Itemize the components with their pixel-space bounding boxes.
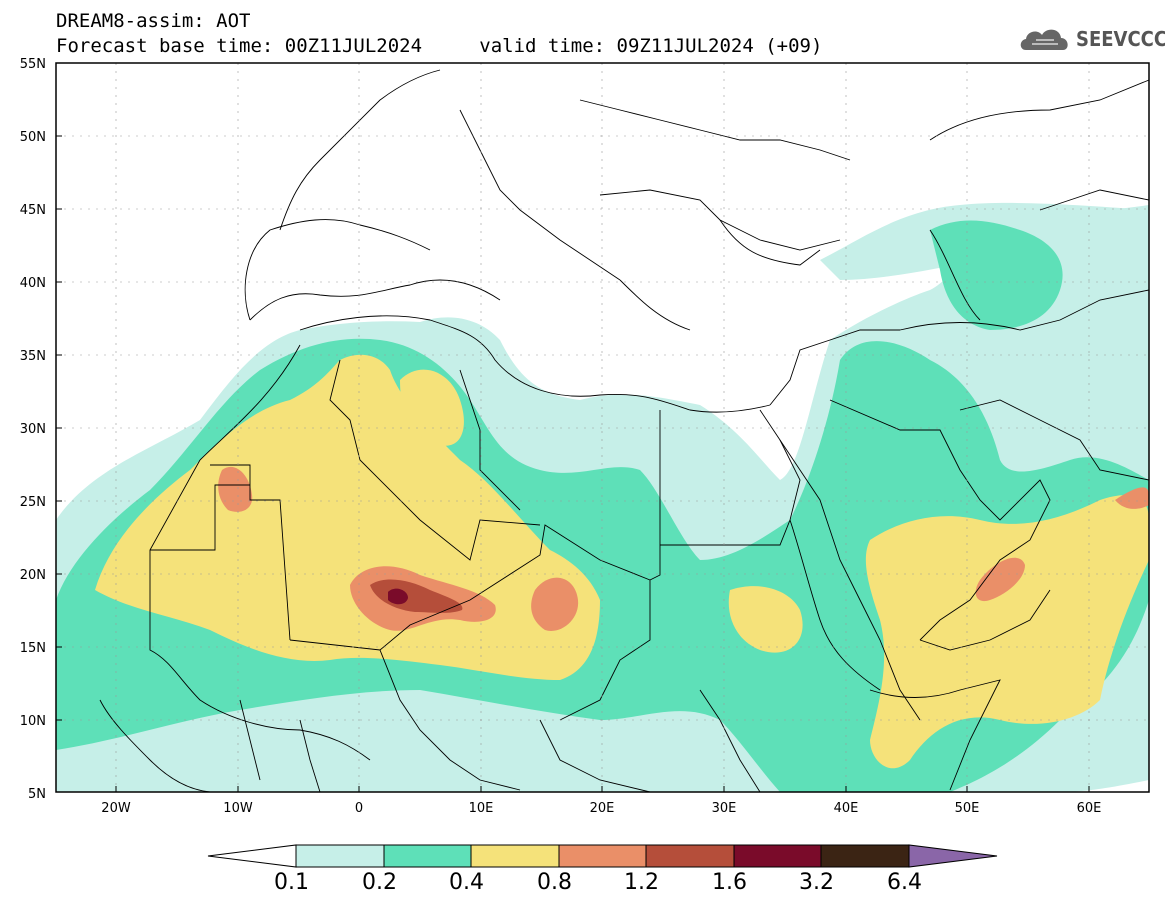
- lon-label: 0: [355, 801, 363, 816]
- colorbar-swatch: [820, 844, 910, 868]
- colorbar-label: 0.8: [537, 870, 572, 895]
- lon-labels: 20W 10W 0 10E 20E 30E 40E 50E 60E: [101, 801, 1101, 816]
- colorbar-swatch: [558, 844, 647, 868]
- lon-label: 40E: [834, 801, 859, 816]
- colorbar-swatch: [470, 844, 560, 868]
- lat-labels: 55N 50N 45N 40N 35N 30N 25N 20N 15N 10N …: [20, 57, 46, 802]
- colorbar: [207, 844, 998, 868]
- lon-label: 60E: [1077, 801, 1102, 816]
- lat-label: 25N: [20, 495, 46, 510]
- aot-level-3-sudan: [728, 586, 803, 653]
- aot-level-5: [370, 579, 463, 613]
- axis-ticks: [56, 62, 1090, 792]
- lon-label: 10W: [223, 801, 253, 816]
- borders: [99, 69, 1149, 792]
- colorbar-label: 1.2: [624, 870, 659, 895]
- lat-label: 40N: [20, 276, 46, 291]
- colorbar-label: 0.4: [449, 870, 484, 895]
- graticule: [56, 63, 1149, 792]
- aot-field: [56, 63, 1149, 792]
- time-info: Forecast base time: 00Z11JUL2024 valid t…: [56, 35, 822, 57]
- aot-level-2-caspian: [930, 220, 1063, 330]
- colorbar-label: 1.6: [712, 870, 747, 895]
- aot-level-4-chad: [531, 577, 579, 631]
- colorbar-label: 6.4: [887, 870, 922, 895]
- lon-label: 50E: [955, 801, 980, 816]
- colorbar-label: 0.2: [362, 870, 397, 895]
- lat-label: 45N: [20, 203, 46, 218]
- colorbar-high-arrow: [908, 844, 998, 868]
- colorbar-swatch: [383, 844, 472, 868]
- colorbar-label: 0.1: [274, 870, 309, 895]
- lat-label: 5N: [28, 787, 46, 802]
- lat-label: 50N: [20, 130, 46, 145]
- aot-level-4-mauritania: [218, 466, 253, 512]
- lat-label: 55N: [20, 57, 46, 72]
- aot-level-3-libya: [400, 369, 464, 446]
- colorbar-swatch: [295, 844, 385, 868]
- lon-label: 20W: [101, 801, 131, 816]
- map-title: DREAM8-assim: AOT: [56, 10, 251, 32]
- cloud-icon: [1020, 29, 1068, 50]
- lat-label: 35N: [20, 349, 46, 364]
- aot-level-4-iran: [1115, 487, 1149, 509]
- lon-label: 20E: [590, 801, 615, 816]
- aot-level-6: [388, 588, 408, 605]
- lat-label: 20N: [20, 568, 46, 583]
- colorbar-low-arrow: [207, 844, 297, 868]
- seevccc-logo: SEEVCCC: [1018, 22, 1165, 56]
- lat-label: 30N: [20, 422, 46, 437]
- valid-time: valid time: 09Z11JUL2024 (+09): [479, 35, 823, 57]
- colorbar-swatch: [645, 844, 735, 868]
- colorbar-label: 3.2: [799, 870, 834, 895]
- lat-label: 15N: [20, 641, 46, 656]
- lat-label: 10N: [20, 714, 46, 729]
- colorbar-swatch: [733, 844, 822, 868]
- base-time: Forecast base time: 00Z11JUL2024: [56, 35, 423, 57]
- logo-text: SEEVCCC: [1076, 27, 1165, 51]
- lon-label: 10E: [469, 801, 494, 816]
- aot-level-4-arabia: [975, 557, 1025, 602]
- lon-label: 30E: [712, 801, 737, 816]
